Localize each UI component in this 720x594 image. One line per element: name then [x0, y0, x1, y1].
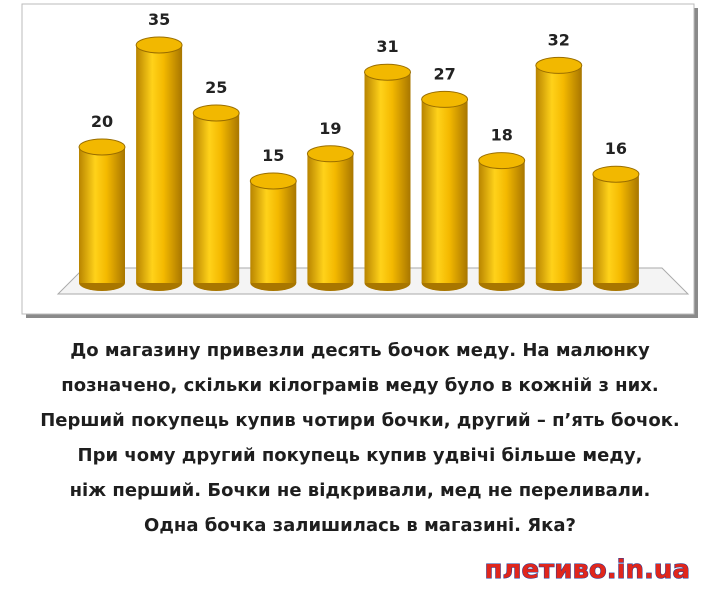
barrel-top — [249, 172, 297, 190]
puzzle-line: ніж перший. Бочки не відкривали, мед не … — [70, 480, 651, 501]
barrel-top — [592, 165, 640, 183]
barrel-top — [135, 36, 183, 54]
barrel-top — [192, 104, 240, 122]
data-label: 16 — [605, 139, 627, 158]
data-label: 27 — [433, 64, 455, 83]
barrel-body — [478, 160, 525, 283]
puzzle-line: До магазину привезли десять бочок меду. … — [70, 340, 650, 361]
barrel-body — [421, 99, 468, 284]
barrel-body — [307, 153, 354, 283]
barrel: 15 — [249, 146, 297, 291]
puzzle-text: До магазину привезли десять бочок меду. … — [40, 340, 680, 536]
barrel-top — [478, 152, 526, 170]
barrel: 31 — [364, 37, 411, 291]
logo: плетиво.in.ua — [485, 555, 690, 585]
barrel-body — [193, 113, 240, 283]
barrel-top — [364, 63, 411, 81]
barrel: 27 — [421, 64, 469, 291]
barrel: 19 — [306, 119, 354, 291]
data-label: 35 — [148, 10, 170, 29]
barrel-top — [78, 138, 126, 156]
plot: 20 35 25 15 19 31 27 18 32 16 — [78, 10, 640, 291]
barrel: 32 — [535, 30, 583, 291]
barrel-top — [306, 145, 354, 163]
barrel-body — [136, 45, 183, 283]
puzzle-line: При чому другий покупець купив удвічі бі… — [78, 445, 643, 466]
barrel: 25 — [192, 78, 240, 291]
barrel-top — [421, 90, 469, 108]
barrel-body — [592, 174, 639, 283]
data-label: 25 — [205, 78, 227, 97]
data-label: 15 — [262, 146, 284, 165]
barrel: 16 — [592, 139, 640, 291]
data-label: 32 — [548, 30, 570, 49]
barrel-body — [364, 72, 411, 283]
barrel-top — [535, 56, 583, 74]
barrel-body — [535, 65, 582, 284]
data-label: 31 — [376, 37, 398, 56]
puzzle-line: позначено, скільки кілограмів меду було … — [61, 375, 658, 396]
barrel: 35 — [135, 10, 183, 291]
data-label: 20 — [91, 112, 113, 131]
puzzle-line: Одна бочка залишилась в магазині. Яка? — [144, 515, 576, 536]
chart-frame — [21, 3, 695, 315]
data-label: 19 — [319, 119, 341, 138]
barrel: 20 — [78, 112, 126, 291]
puzzle-line: Перший покупець купив чотири бочки, друг… — [40, 410, 680, 431]
barrel: 18 — [478, 126, 526, 291]
barrel-body — [250, 181, 297, 283]
data-label: 18 — [491, 126, 513, 145]
barrel-body — [79, 147, 125, 283]
